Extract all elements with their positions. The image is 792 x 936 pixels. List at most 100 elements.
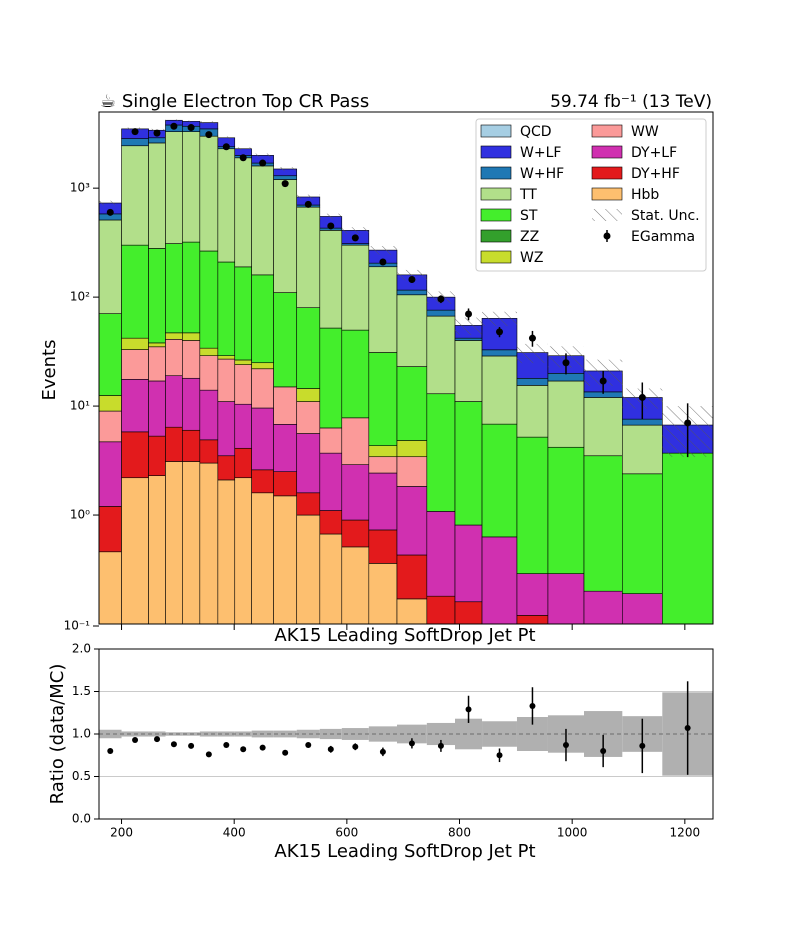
data-point	[408, 740, 415, 747]
x-tick-label: 1000	[557, 826, 588, 840]
data-point	[259, 744, 266, 751]
stack-segment	[481, 536, 518, 624]
stack-segment	[296, 401, 321, 434]
legend-swatch	[480, 229, 512, 243]
data-point	[327, 222, 335, 230]
stat-uncertainty	[296, 729, 320, 739]
stack-segment	[368, 456, 398, 474]
stack-segment	[319, 533, 343, 624]
stack-segment	[426, 309, 456, 317]
stack-segment	[583, 397, 623, 457]
y-tick-label: 10⁻¹	[64, 619, 91, 633]
data-point	[437, 295, 445, 303]
x-axis-label: AK15 Leading SoftDrop Jet Pt	[274, 841, 535, 862]
y-tick-label: 10³	[70, 181, 90, 195]
data-point	[379, 258, 387, 266]
data-point	[131, 128, 139, 136]
legend-label: W+HF	[520, 166, 564, 182]
y-axis-label: Ratio (data/MC)	[47, 664, 68, 805]
stack-segment	[296, 307, 321, 389]
stack-segment	[182, 429, 201, 462]
stack-segment	[368, 445, 398, 458]
data-point	[107, 748, 114, 754]
data-point	[351, 234, 359, 242]
stack-segment	[234, 403, 252, 449]
stack-segment	[396, 598, 428, 624]
luminosity: 59.74 fb⁻¹ (13 TeV)	[550, 92, 712, 112]
stack-segment	[165, 332, 183, 340]
x-tick-label: 400	[223, 826, 246, 840]
stack-segment	[296, 433, 321, 494]
stack-segment	[273, 179, 298, 293]
stat-uncertainty	[234, 731, 252, 737]
stack-segment	[251, 407, 274, 471]
axes-frame	[98, 111, 714, 625]
data-point	[304, 200, 312, 208]
legend-label: ZZ	[520, 229, 539, 245]
data-point	[600, 748, 607, 754]
stack-segment	[234, 447, 252, 479]
data-point	[305, 742, 312, 749]
stack-segment	[251, 368, 274, 409]
stack-segment	[99, 441, 122, 507]
legend-swatch	[591, 166, 623, 180]
data-point	[170, 741, 177, 748]
stack-segment	[99, 313, 122, 396]
stack-segment	[454, 340, 483, 402]
stack-segment	[319, 427, 343, 454]
stack-segment	[251, 274, 274, 364]
stat-uncertainty	[319, 213, 342, 220]
data-point	[187, 124, 195, 132]
data-point	[239, 154, 247, 162]
stat-uncertainty	[234, 147, 252, 151]
stack-segment	[217, 479, 236, 624]
stat-uncertainty	[165, 119, 183, 122]
stack-segment	[273, 471, 298, 497]
stack-segment	[121, 431, 149, 479]
stack-segment	[165, 375, 183, 428]
stack-segment	[368, 529, 398, 564]
data-point	[282, 749, 289, 756]
data-point	[222, 143, 230, 151]
stack-segment	[217, 401, 236, 457]
legend-swatch	[480, 166, 512, 180]
data-point	[496, 328, 504, 336]
stack-segment	[547, 373, 585, 382]
data-point	[188, 742, 195, 749]
stack-segment	[481, 355, 518, 425]
stack-segment	[121, 337, 149, 350]
stack-segment	[296, 492, 321, 516]
stack-segment	[182, 461, 201, 624]
stat-uncertainty	[516, 343, 548, 364]
stack-segment	[217, 358, 236, 402]
stack-segment	[121, 379, 149, 433]
stat-uncertainty	[273, 730, 297, 738]
data-point	[352, 743, 359, 750]
stack-segment	[148, 142, 166, 249]
data-point	[562, 742, 569, 749]
legend-swatch	[603, 232, 611, 240]
y-tick-label: 2.0	[72, 642, 91, 656]
stack-segment	[341, 519, 370, 548]
stack-segment	[622, 473, 663, 594]
stack-segment	[234, 359, 252, 365]
data-point	[562, 359, 570, 367]
stack-segment	[426, 393, 456, 512]
legend-swatch	[480, 208, 512, 222]
legend-swatch	[480, 250, 512, 264]
data-point	[437, 742, 444, 749]
stack-segment	[368, 563, 398, 624]
stack-segment	[296, 206, 321, 308]
stat-uncertainty	[217, 136, 235, 140]
plot-area	[99, 119, 713, 624]
legend-swatch	[480, 145, 512, 159]
data-point	[379, 748, 386, 755]
stack-segment	[622, 424, 663, 475]
data-point	[684, 725, 691, 732]
stack-segment	[319, 230, 343, 329]
stack-segment	[165, 243, 183, 334]
stack-segment	[368, 472, 398, 531]
stack-segment	[547, 380, 585, 448]
stack-segment	[121, 138, 149, 147]
